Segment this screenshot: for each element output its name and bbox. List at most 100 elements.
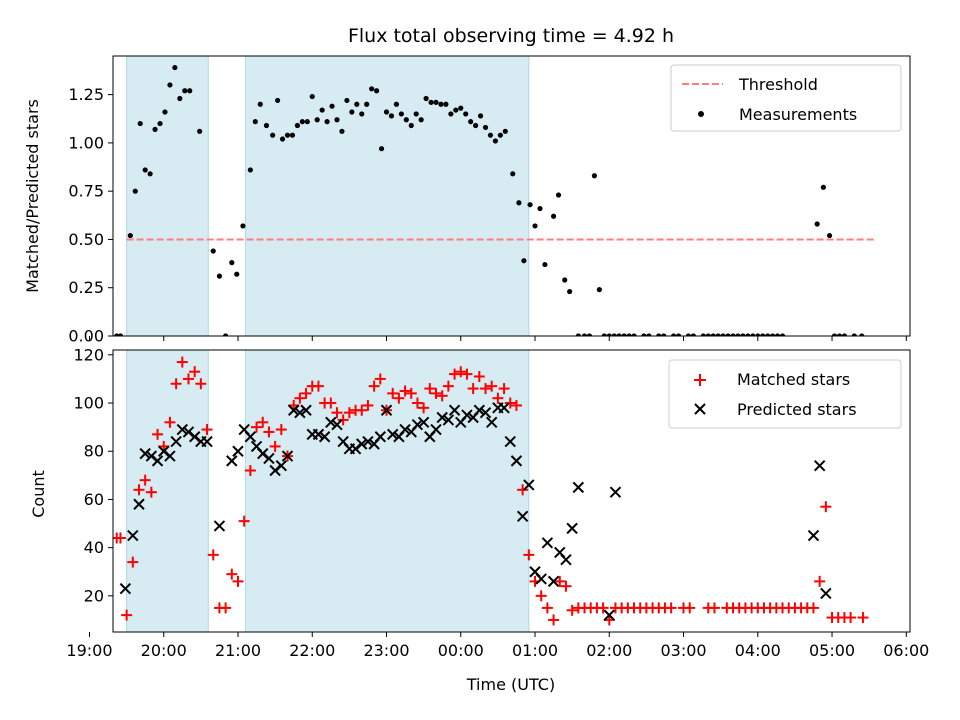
measurement-point — [497, 132, 503, 138]
matched-star-point — [498, 383, 510, 395]
matched-star-point — [492, 392, 504, 404]
measurement-point — [760, 333, 766, 336]
measurement-point — [705, 333, 711, 336]
measurement-point — [463, 111, 469, 117]
measurement-point — [314, 117, 320, 123]
measurement-point — [646, 333, 652, 336]
measurement-point — [274, 97, 281, 104]
measurement-point — [257, 101, 263, 107]
predicted-star-point — [411, 419, 424, 431]
measurement-point — [324, 119, 330, 125]
predicted-star-point — [386, 428, 399, 441]
measurement-point — [177, 95, 183, 102]
measurement-point — [631, 333, 637, 336]
matched-legend-swatch — [694, 374, 706, 386]
measurement-point — [656, 333, 662, 336]
predicted-star-point — [436, 411, 448, 424]
measurement-point — [740, 333, 746, 336]
top-y-tick-label: 0.75 — [68, 182, 104, 201]
predicted-star-point — [572, 481, 585, 494]
bottom-y-axis-ticks: 20 40 60 80 100 120 — [73, 345, 113, 605]
predicted-star-point — [479, 406, 492, 419]
measurement-point — [851, 333, 857, 336]
measurement-point — [606, 333, 612, 336]
measurement-point — [542, 261, 548, 268]
matched-star-point — [473, 371, 485, 383]
matched-star-point — [424, 383, 436, 395]
predicted-star-point — [516, 510, 529, 523]
predicted-star-point — [603, 609, 615, 621]
matched-star-point — [269, 440, 281, 452]
measurement-point — [289, 132, 296, 138]
x-tick-label: 05:00 — [809, 641, 855, 660]
measurement-point — [661, 333, 667, 336]
matched-star-point — [244, 465, 256, 477]
predicted-star-point — [807, 529, 820, 542]
x-tick-label: 06:00 — [883, 641, 929, 660]
measurement-point — [339, 128, 345, 134]
matched-star-point — [176, 356, 188, 368]
measurements-legend-swatch — [698, 111, 704, 117]
measurement-point — [359, 111, 365, 117]
matched-star-point — [560, 580, 572, 592]
predicted-star-point — [170, 435, 182, 448]
matched-star-point — [164, 416, 176, 428]
measurement-point — [611, 333, 617, 336]
predicted-star-point — [312, 428, 325, 441]
matched-star-point — [238, 515, 250, 527]
measurement-point — [671, 333, 677, 336]
measurement-point — [831, 333, 838, 336]
predicted-star-point — [331, 419, 343, 431]
x-tick-label: 23:00 — [363, 641, 409, 660]
x-tick-label: 03:00 — [660, 641, 706, 660]
measurement-point — [309, 93, 315, 100]
measurement-point — [349, 109, 355, 115]
measurement-point — [700, 333, 706, 336]
matched-star-point — [554, 575, 566, 587]
bottom-y-tick-label: 40 — [84, 538, 104, 557]
measurement-point — [745, 333, 751, 336]
measurement-point — [675, 333, 682, 336]
top-y-tick-label: 0.25 — [68, 278, 104, 297]
measurement-point — [575, 333, 581, 336]
top-y-axis-label: Matched/Predicted stars — [23, 99, 42, 293]
predicted-star-point — [318, 431, 331, 443]
predicted-star-point — [442, 414, 455, 426]
measurement-point — [162, 109, 168, 115]
matched-star-point — [368, 380, 380, 392]
bottom-x-axis-ticks: 19:00 20:00 21:00 22:00 23:00 00:00 01:00 02:00… — [66, 632, 929, 660]
matched-star-point — [220, 602, 232, 614]
matched-star-point — [442, 380, 454, 392]
measurement-point — [157, 120, 163, 127]
predicted-star-point — [430, 423, 442, 436]
predicted-star-point — [473, 404, 486, 416]
matched-star-point — [152, 428, 164, 440]
x-tick-label: 00:00 — [438, 641, 484, 660]
matched-star-point — [337, 414, 349, 426]
measurement-point — [555, 192, 562, 198]
matched-star-point — [708, 602, 720, 614]
matched-star-point — [121, 609, 133, 621]
matched-star-point — [523, 549, 535, 561]
matched-star-point — [343, 407, 355, 419]
measurement-point — [779, 333, 786, 336]
measurement-point — [304, 119, 310, 125]
matched-legend-label: Matched stars — [737, 370, 850, 389]
matched-star-point — [436, 390, 448, 402]
matched-star-point — [467, 383, 479, 395]
matched-star-point — [405, 387, 417, 399]
measurement-point — [859, 333, 865, 336]
predicted-star-point — [287, 404, 300, 416]
measurement-point — [765, 333, 771, 336]
predicted-star-point — [226, 455, 238, 467]
matched-star-point — [362, 399, 374, 411]
measurement-point — [229, 260, 235, 266]
measurement-point — [720, 333, 726, 336]
matched-star-point — [548, 614, 560, 626]
measurement-point — [826, 232, 833, 239]
counts-series — [113, 356, 869, 626]
matched-star-point — [387, 387, 399, 399]
measurement-point — [487, 132, 494, 138]
measurement-point — [641, 333, 647, 336]
